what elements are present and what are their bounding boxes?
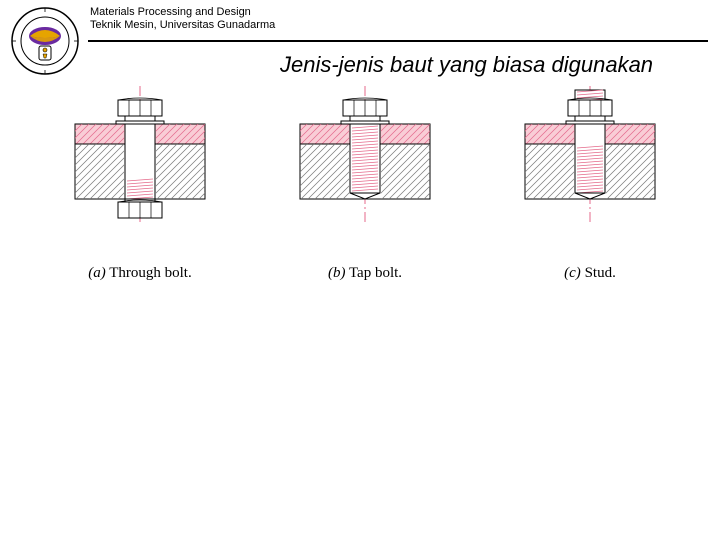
caption-label: (c) <box>564 265 581 281</box>
header-rule <box>88 40 708 42</box>
figure-tap: (b) Tap bolt. <box>265 82 465 282</box>
header-block: Materials Processing and Design Teknik M… <box>90 6 275 32</box>
caption-text: Stud. <box>585 265 616 281</box>
figures-row: (a) Through bolt. (b) Tap bolt. (c) Stud. <box>40 82 690 282</box>
caption-label: (b) <box>328 265 346 281</box>
caption-text: Through bolt. <box>109 265 192 281</box>
header-line1: Materials Processing and Design <box>90 6 275 19</box>
caption-tap: (b) Tap bolt. <box>265 265 465 282</box>
caption-stud: (c) Stud. <box>490 265 690 282</box>
caption-text: Tap bolt. <box>349 265 402 281</box>
caption-label: (a) <box>88 265 106 281</box>
figure-through: (a) Through bolt. <box>40 82 240 282</box>
header-line2: Teknik Mesin, Universitas Gunadarma <box>90 19 275 32</box>
page-title: Jenis-jenis baut yang biasa digunakan <box>280 52 653 78</box>
caption-through: (a) Through bolt. <box>40 265 240 282</box>
figure-stud: (c) Stud. <box>490 82 690 282</box>
university-logo <box>10 6 80 76</box>
